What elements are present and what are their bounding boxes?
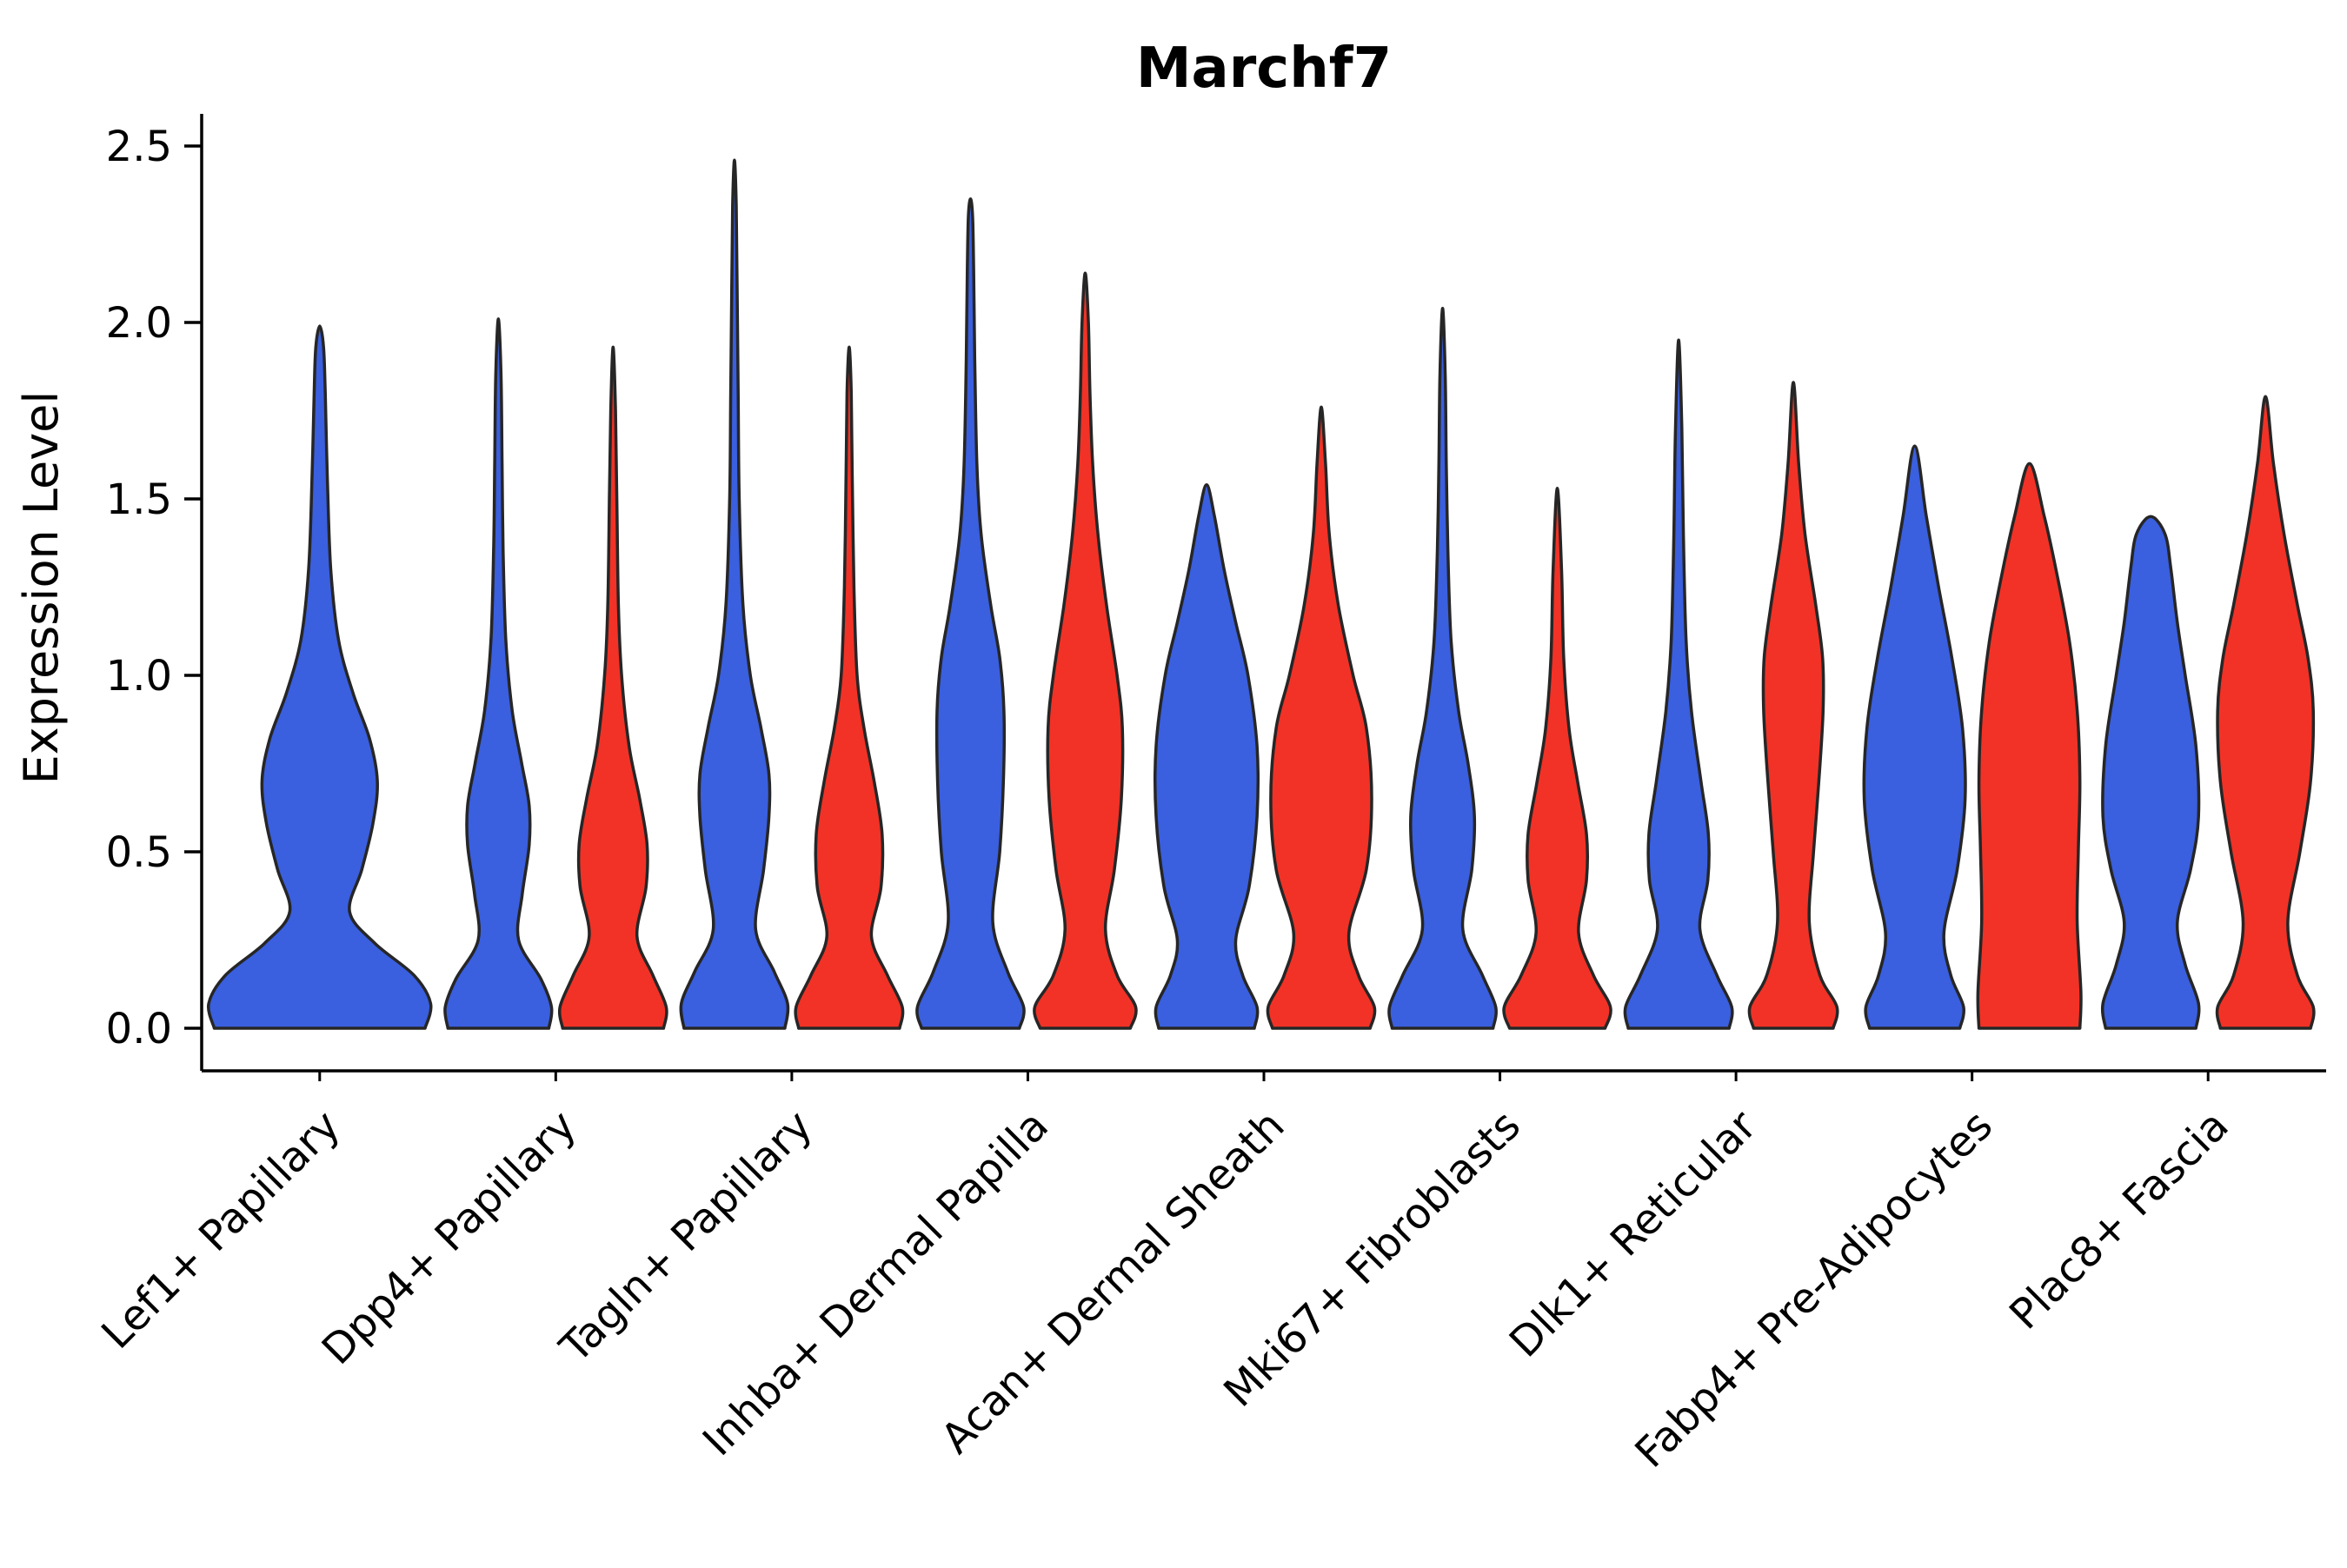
y-tick-label: 2.5 [106,123,172,171]
violin-6-red [1747,381,1839,1030]
violin-8-blue [2100,515,2201,1030]
violin-4-blue [1153,483,1260,1030]
x-tick-label: Lef1+ Papillary [92,1101,349,1359]
violin-5-blue [1387,307,1498,1030]
violin-2-blue [679,158,790,1030]
violin-7-red [1976,462,2083,1030]
violin-4-red [1266,405,1377,1030]
y-tick-label: 1.5 [106,475,172,524]
violin-2-red [794,345,905,1030]
y-tick-label: 0.0 [106,1005,172,1053]
x-tick-label: Dpp4+ Papillary [313,1101,586,1374]
y-axis-label: Expression Level [14,391,69,785]
violin-8-red [2215,395,2316,1030]
x-tick-label: Dlk1+ Reticular [1500,1101,1766,1367]
violins-layer [206,158,2316,1030]
violin-7-blue [1862,444,1967,1030]
violin-1-blue [443,317,554,1030]
violin-3-red [1033,271,1138,1030]
y-tick-label: 1.0 [106,652,172,701]
violin-5-red [1502,487,1612,1030]
x-tick-label: Plac8+ Fascia [2000,1101,2238,1339]
violin-0-blue [206,324,433,1030]
x-tick-label: Tagln+ Papillary [550,1101,821,1372]
y-tick-label: 2.0 [106,299,172,348]
violin-6-blue [1623,338,1734,1030]
y-tick-label: 0.5 [106,828,172,877]
violin-1-red [557,345,668,1030]
chart-title: Marchf7 [1136,37,1392,101]
violin-3-blue [915,197,1026,1030]
